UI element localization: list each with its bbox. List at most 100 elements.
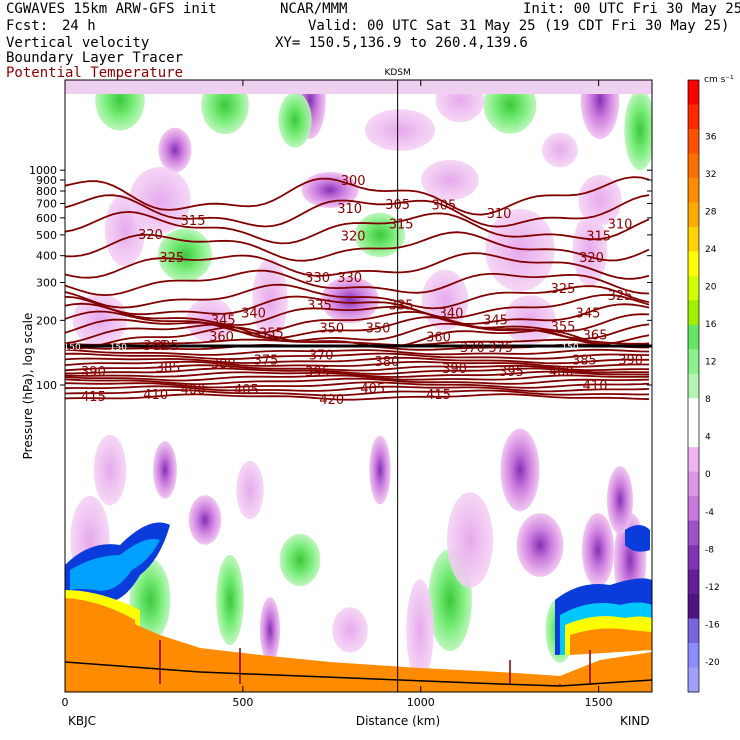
field-theta: Potential Temperature bbox=[6, 65, 184, 81]
theta-isentrope bbox=[65, 231, 650, 262]
xy-endpoints: XY= 150.5,136.9 to 260.4,139.6 bbox=[275, 35, 528, 51]
theta-label: 360 bbox=[209, 330, 234, 345]
theta-label: 325 bbox=[159, 251, 184, 266]
colorbar-swatch bbox=[688, 422, 699, 448]
theta-label: 375 bbox=[254, 354, 279, 369]
velocity-cell bbox=[153, 441, 177, 499]
marker-label: KDSM bbox=[384, 68, 410, 78]
colorbar-tick-label: -16 bbox=[705, 620, 720, 630]
theta-label: 320 bbox=[579, 251, 604, 266]
theta-label: 305 bbox=[154, 339, 179, 354]
theta-label: 150 bbox=[64, 343, 81, 353]
y-tick-label: 900 bbox=[36, 174, 57, 187]
colorbar-tick-label: 28 bbox=[705, 207, 717, 217]
theta-isentrope bbox=[65, 302, 650, 326]
y-tick-label: 100 bbox=[36, 379, 57, 392]
valid-time: Valid: 00 UTC Sat 31 May 25 (19 CDT Fri … bbox=[308, 18, 730, 34]
y-tick-label: 300 bbox=[36, 277, 57, 290]
velocity-cell bbox=[542, 132, 578, 168]
colorbar-tick-label: -12 bbox=[705, 583, 720, 593]
colorbar-swatch bbox=[688, 349, 699, 375]
velocity-cell bbox=[606, 466, 634, 534]
theta-label: 380 bbox=[375, 355, 400, 370]
colorbar-swatch bbox=[688, 447, 699, 473]
theta-label: 150 bbox=[562, 343, 579, 353]
theta-isentrope bbox=[65, 252, 650, 280]
x-tick-label: 0 bbox=[62, 696, 69, 709]
theta-label: 365 bbox=[583, 328, 608, 343]
terrain-fill bbox=[65, 600, 652, 692]
theta-label: 300 bbox=[341, 174, 366, 189]
fcst-label: Fcst: bbox=[6, 18, 49, 34]
theta-label: 340 bbox=[241, 307, 266, 322]
velocity-cell bbox=[188, 495, 222, 545]
theta-isentrope bbox=[65, 367, 650, 375]
colorbar-swatch bbox=[688, 496, 699, 522]
x-axis-title: Distance (km) bbox=[356, 714, 440, 728]
theta-label: 350 bbox=[319, 322, 344, 337]
theta-label: 420 bbox=[319, 393, 344, 408]
theta-label: 345 bbox=[483, 313, 508, 328]
theta-isentrope bbox=[65, 283, 650, 310]
velocity-cell bbox=[259, 597, 281, 663]
theta-label: 310 bbox=[487, 207, 512, 222]
colorbar-tick-label: 12 bbox=[705, 358, 716, 368]
theta-label: 380 bbox=[211, 357, 236, 372]
velocity-cell bbox=[485, 208, 555, 292]
theta-label: 325 bbox=[551, 282, 576, 297]
velocity-cell bbox=[301, 172, 359, 208]
theta-label: 405 bbox=[234, 383, 259, 398]
theta-label: 415 bbox=[426, 388, 451, 403]
colorbar-tick-label: -20 bbox=[705, 658, 720, 668]
theta-label: 320 bbox=[138, 228, 163, 243]
velocity-cell bbox=[129, 167, 191, 233]
theta-label: 390 bbox=[442, 362, 467, 377]
theta-isentrope bbox=[65, 293, 650, 319]
model-title: CGWAVES 15km ARW-GFS init bbox=[6, 1, 217, 17]
colorbar-swatch bbox=[688, 104, 699, 130]
theta-label: 410 bbox=[583, 379, 608, 394]
theta-label: 400 bbox=[549, 365, 574, 380]
org-label: NCAR/MMM bbox=[280, 1, 348, 17]
theta-label: 360 bbox=[426, 331, 451, 346]
velocity-cell bbox=[95, 80, 145, 131]
theta-isentrope bbox=[65, 370, 650, 378]
colorbar-tick-label: 16 bbox=[705, 320, 717, 330]
velocity-cell bbox=[580, 80, 620, 139]
colorbar-swatch bbox=[688, 153, 699, 179]
theta-label: 390 bbox=[81, 365, 106, 380]
colorbar-tick-label: -4 bbox=[705, 508, 714, 518]
x-axis: 0 500 1000 1500 bbox=[62, 80, 613, 709]
colorbar-swatch bbox=[688, 520, 699, 546]
colorbar-tick-label: 36 bbox=[705, 132, 717, 142]
tracer-plume-inner bbox=[70, 539, 160, 591]
theta-label: 325 bbox=[608, 289, 633, 304]
plot-frame bbox=[64, 79, 653, 693]
colorbar-swatch bbox=[688, 324, 699, 350]
velocity-cell bbox=[369, 435, 391, 505]
velocity-cell bbox=[279, 534, 321, 586]
y-tick-label: 500 bbox=[36, 229, 57, 242]
theta-label: 395 bbox=[499, 365, 524, 380]
field-tracer: Boundary Layer Tracer bbox=[6, 50, 184, 66]
tracer-plume-east-orange bbox=[570, 628, 652, 655]
theta-label: 375 bbox=[488, 341, 513, 356]
theta-label: 385 bbox=[572, 354, 597, 369]
theta-contours bbox=[65, 176, 652, 401]
velocity-cell bbox=[278, 92, 312, 148]
theta-label: 410 bbox=[143, 388, 168, 403]
theta-isentrope bbox=[65, 360, 649, 368]
fcst-value: 24 h bbox=[62, 18, 96, 34]
colorbar-swatch bbox=[688, 471, 699, 497]
theta-label: 395 bbox=[305, 365, 330, 380]
tracer-cap-east bbox=[625, 525, 650, 552]
theta-label: 330 bbox=[305, 271, 330, 286]
theta-label: 370 bbox=[460, 341, 485, 356]
theta-isentrope bbox=[65, 269, 650, 297]
y-tick-label: 200 bbox=[36, 314, 57, 327]
theta-isentrope bbox=[65, 310, 650, 335]
x-tick-label: 1500 bbox=[585, 696, 613, 709]
theta-isentrope bbox=[65, 381, 650, 389]
